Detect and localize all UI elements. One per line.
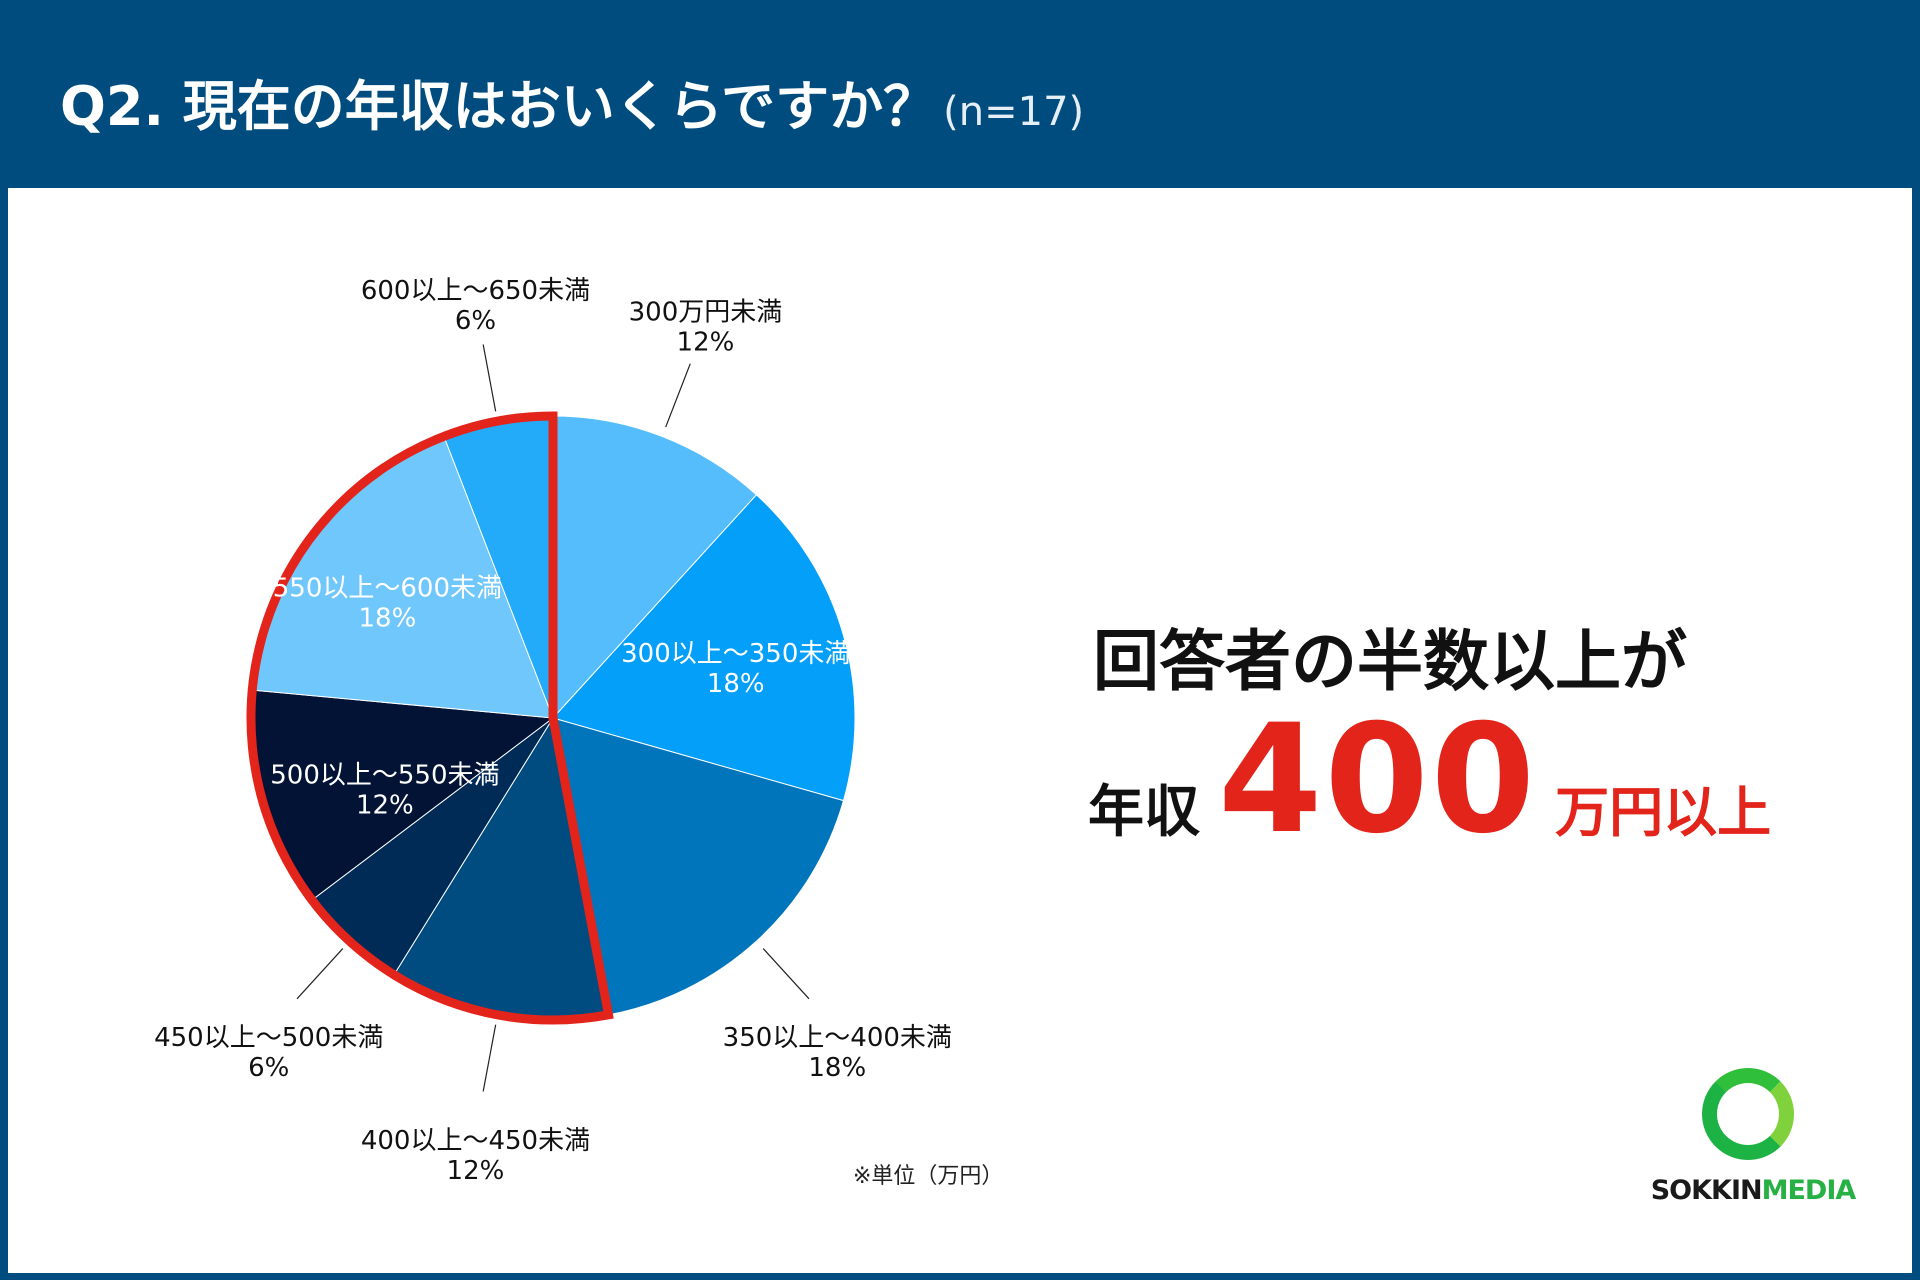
slice-label-300: 300万円未満 xyxy=(629,297,783,327)
slice-label-400-450: 400以上〜450未満 xyxy=(361,1126,590,1156)
slice-percent-550-600: 18% xyxy=(358,603,416,633)
unit-note: ※単位（万円） xyxy=(853,1158,1003,1190)
question-text: Q2. 現在の年収はおいくらですか？ xyxy=(60,75,937,138)
slice-label-300-350: 300以上〜350未満 xyxy=(621,639,850,669)
slice-percent-350-400: 18% xyxy=(808,1053,866,1083)
message-suffix: 万円以上 xyxy=(1555,768,1771,847)
leader-line-350-400 xyxy=(763,949,809,999)
leader-line-300 xyxy=(666,364,691,427)
slice-percent-300-350: 18% xyxy=(707,669,765,699)
leader-line-600-650 xyxy=(483,344,495,411)
slice-label-450-500: 450以上〜500未満 xyxy=(154,1023,383,1053)
logo-ring-icon xyxy=(1702,1068,1794,1160)
page-title: Q2. 現在の年収はおいくらですか？ (n=17) xyxy=(60,62,1084,141)
pie-chart: 300万円未満12%300以上〜350未満18%350以上〜400未満18%40… xyxy=(8,188,1008,1273)
slice-label-500-550: 500以上〜550未満 xyxy=(270,760,499,790)
slice-label-350-400: 350以上〜400未満 xyxy=(723,1023,952,1053)
slice-percent-600-650: 6% xyxy=(455,306,496,336)
slice-percent-400-450: 12% xyxy=(447,1156,505,1186)
headline-message: 回答者の半数以上が xyxy=(1093,608,1687,704)
slice-percent-450-500: 6% xyxy=(248,1053,289,1083)
message-prefix: 年収 xyxy=(1088,767,1200,848)
slice-label-600-650: 600以上〜650未満 xyxy=(361,276,590,306)
highlight-message: 年収 400 万円以上 xyxy=(1088,693,1771,853)
slice-percent-500-550: 12% xyxy=(356,790,414,820)
leader-line-450-500 xyxy=(297,949,343,999)
sample-size: (n=17) xyxy=(943,89,1084,135)
content-panel: 300万円未満 12% 300以上〜350未満 18% 350以上〜400未満 18% 40… xyxy=(8,188,1912,1273)
sokkin-media-logo: SOKKINMEDIA xyxy=(1648,1068,1858,1228)
leader-line-400-450 xyxy=(483,1025,495,1092)
logo-wordmark: SOKKINMEDIA xyxy=(1648,1175,1858,1206)
slice-percent-300: 12% xyxy=(677,327,735,357)
slice-label-550-600: 550以上〜600未満 xyxy=(273,573,502,603)
header-bar: Q2. 現在の年収はおいくらですか？ (n=17) xyxy=(0,0,1920,188)
message-number: 400 xyxy=(1218,693,1537,867)
